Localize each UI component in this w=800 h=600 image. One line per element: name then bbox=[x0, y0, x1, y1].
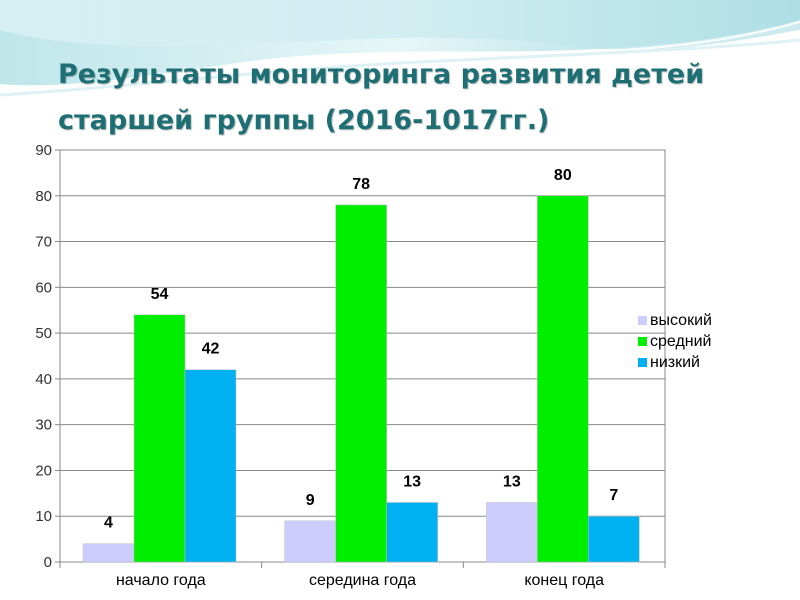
y-tick-label: 70 bbox=[35, 234, 52, 251]
legend-swatch bbox=[638, 316, 647, 325]
data-label: 42 bbox=[202, 341, 220, 358]
legend-swatch bbox=[638, 358, 647, 367]
title-line-1: Результаты мониторинга развития детей bbox=[58, 59, 705, 90]
y-tick-label: 20 bbox=[35, 462, 52, 479]
y-tick-label: 90 bbox=[35, 142, 52, 159]
data-label: 4 bbox=[104, 515, 113, 532]
data-label: 13 bbox=[503, 473, 521, 490]
x-tick-label: начало года bbox=[116, 572, 206, 589]
data-label: 78 bbox=[352, 176, 370, 193]
x-tick-label: конец года bbox=[524, 572, 604, 589]
bar bbox=[184, 369, 237, 563]
title-line-2: старшей группы (2016-1017гг.) bbox=[58, 105, 550, 136]
bar bbox=[82, 543, 135, 563]
slide-title: Результаты мониторинга развития детей ст… bbox=[58, 52, 798, 144]
bar bbox=[335, 204, 387, 563]
y-tick-label: 10 bbox=[35, 508, 52, 525]
data-label: 13 bbox=[403, 473, 421, 490]
data-label: 54 bbox=[151, 286, 169, 303]
legend-label: средний bbox=[650, 333, 712, 350]
bar bbox=[133, 314, 186, 563]
legend-label: низкий bbox=[650, 354, 700, 371]
decorative-wave-header bbox=[0, 0, 800, 97]
data-label: 9 bbox=[306, 492, 315, 509]
y-tick-label: 60 bbox=[35, 279, 52, 296]
bar bbox=[486, 502, 538, 563]
data-label: 7 bbox=[609, 487, 618, 504]
y-tick-label: 30 bbox=[35, 417, 52, 434]
y-tick-label: 0 bbox=[44, 554, 52, 571]
legend-label: высокий bbox=[650, 312, 712, 329]
y-tick-label: 50 bbox=[35, 325, 52, 342]
bar bbox=[386, 502, 438, 563]
y-tick-label: 80 bbox=[35, 188, 52, 205]
data-label: 80 bbox=[554, 167, 572, 184]
bar bbox=[588, 515, 640, 563]
bar bbox=[284, 520, 336, 563]
legend-swatch bbox=[638, 337, 647, 346]
y-tick-label: 40 bbox=[35, 371, 52, 388]
x-tick-label: середина года bbox=[309, 572, 416, 589]
bar bbox=[537, 195, 589, 563]
